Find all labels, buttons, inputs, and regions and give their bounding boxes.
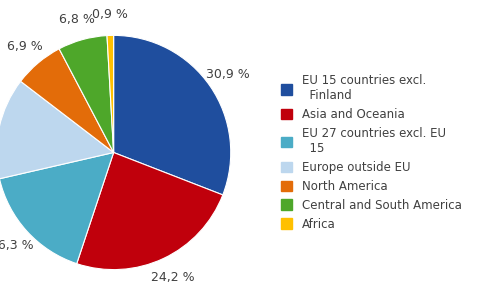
Text: 30,9 %: 30,9 % xyxy=(206,68,249,81)
Wedge shape xyxy=(107,35,114,152)
Text: 0,9 %: 0,9 % xyxy=(92,8,127,21)
Wedge shape xyxy=(77,152,223,270)
Wedge shape xyxy=(0,152,114,264)
Wedge shape xyxy=(59,36,114,152)
Text: 24,2 %: 24,2 % xyxy=(151,271,194,284)
Text: 6,8 %: 6,8 % xyxy=(59,13,95,26)
Wedge shape xyxy=(114,35,231,195)
Wedge shape xyxy=(0,81,114,179)
Text: 16,3 %: 16,3 % xyxy=(0,239,33,252)
Text: 6,9 %: 6,9 % xyxy=(6,40,42,53)
Wedge shape xyxy=(21,49,114,152)
Legend: EU 15 countries excl.
  Finland, Asia and Oceania, EU 27 countries excl. EU
  15: EU 15 countries excl. Finland, Asia and … xyxy=(281,74,462,231)
